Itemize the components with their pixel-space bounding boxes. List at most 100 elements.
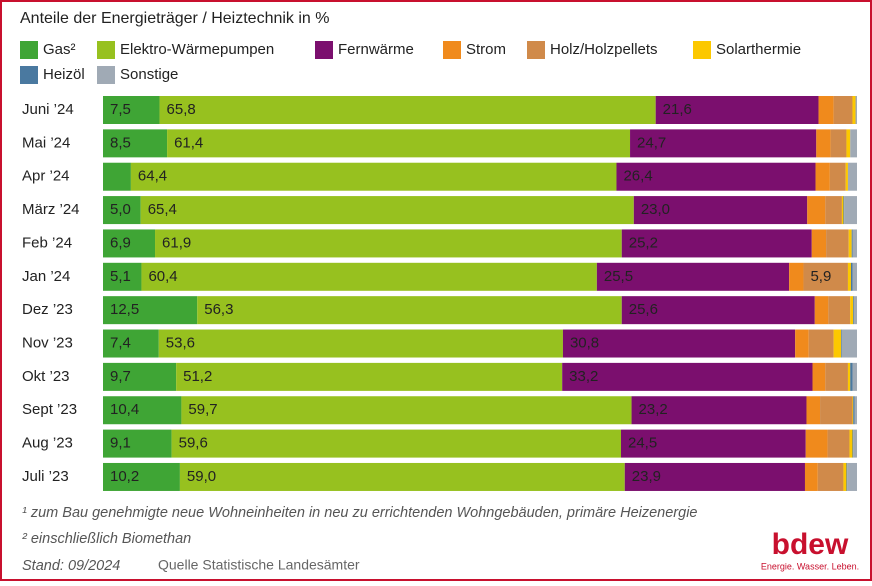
bar-segment bbox=[852, 429, 854, 458]
data-label: 59,0 bbox=[187, 468, 216, 485]
bar-segment bbox=[815, 162, 830, 191]
legend-swatch bbox=[97, 41, 115, 59]
bar-segment bbox=[811, 229, 827, 258]
y-tick-label: Sept ’23 bbox=[22, 401, 77, 418]
bar-segment bbox=[562, 362, 813, 391]
bar-segment bbox=[176, 362, 563, 391]
legend-label: Sonstige bbox=[120, 66, 178, 83]
bar-segment bbox=[103, 162, 131, 191]
bar-segment bbox=[795, 329, 809, 358]
legend-label: Elektro-Wärmepumpen bbox=[120, 41, 274, 58]
data-label: 7,5 bbox=[110, 101, 131, 118]
chart-title: Anteile der Energieträger / Heiztechnik … bbox=[20, 10, 330, 27]
bar-segment bbox=[140, 196, 634, 225]
data-label: 12,5 bbox=[110, 301, 139, 318]
bar-segment bbox=[848, 229, 852, 258]
bar-segment bbox=[197, 296, 622, 325]
bar-segment bbox=[847, 262, 851, 291]
y-tick-label: Aug ’23 bbox=[22, 435, 73, 452]
bar-segment bbox=[103, 296, 198, 325]
bar-segment bbox=[847, 462, 857, 491]
bar-segment bbox=[830, 129, 847, 158]
footnote: ² einschließlich Biomethan bbox=[22, 531, 191, 547]
y-tick-label: Feb ’24 bbox=[22, 234, 72, 251]
bar-segment bbox=[817, 462, 844, 491]
bar-segment bbox=[171, 429, 621, 458]
data-label: 24,5 bbox=[628, 435, 657, 452]
bar-segment bbox=[141, 262, 597, 291]
bar-segment bbox=[103, 329, 159, 358]
data-label: 5,1 bbox=[110, 268, 131, 285]
data-label: 26,4 bbox=[623, 168, 652, 185]
data-label: 10,2 bbox=[110, 468, 139, 485]
bar-segment bbox=[850, 362, 853, 391]
y-tick-label: Juni ’24 bbox=[22, 101, 74, 118]
legend-label: Gas² bbox=[43, 41, 76, 58]
y-tick-label: Dez ’23 bbox=[22, 301, 73, 318]
bar-segment bbox=[808, 329, 834, 358]
stand: Stand: 09/2024 bbox=[22, 558, 120, 574]
data-label: 53,6 bbox=[166, 334, 195, 351]
data-label: 5,9 bbox=[810, 268, 831, 285]
data-label: 64,4 bbox=[138, 168, 167, 185]
bar-segment bbox=[103, 262, 142, 291]
bar-segment bbox=[803, 262, 848, 291]
bar-segment bbox=[825, 362, 848, 391]
bar-segment bbox=[844, 196, 857, 225]
footnote: ¹ zum Bau genehmigte neue Wohneinheiten … bbox=[22, 505, 697, 521]
y-tick-label: März ’24 bbox=[22, 201, 80, 218]
bar-segment bbox=[130, 162, 617, 191]
bar-segment bbox=[807, 196, 826, 225]
bar-segment bbox=[820, 396, 853, 425]
bar-segment bbox=[616, 162, 816, 191]
bar-segment bbox=[843, 196, 845, 225]
data-label: 25,2 bbox=[629, 234, 658, 251]
bar-segment bbox=[853, 429, 857, 458]
legend-swatch bbox=[443, 41, 461, 59]
legend-label: Solarthermie bbox=[716, 41, 801, 58]
bar-segment bbox=[789, 262, 804, 291]
legend-swatch bbox=[693, 41, 711, 59]
y-tick-label: Mai ’24 bbox=[22, 134, 70, 151]
bar-segment bbox=[805, 429, 828, 458]
bar-segment bbox=[828, 296, 851, 325]
data-label: 8,5 bbox=[110, 134, 131, 151]
bar-segment bbox=[853, 296, 857, 325]
data-label: 9,1 bbox=[110, 435, 131, 452]
bar-segment bbox=[852, 96, 856, 124]
data-label: 65,4 bbox=[148, 201, 177, 218]
bar-segment bbox=[812, 362, 826, 391]
data-label: 23,2 bbox=[639, 401, 668, 418]
bar-segment bbox=[103, 462, 180, 491]
legend-label: Heizöl bbox=[43, 66, 85, 83]
bar-segment bbox=[596, 262, 790, 291]
bar-segment bbox=[833, 329, 842, 358]
bar-segment bbox=[852, 362, 857, 391]
bar-segment bbox=[621, 296, 815, 325]
bar-segment bbox=[630, 129, 817, 158]
bar-segment bbox=[825, 196, 842, 225]
bar-segment bbox=[631, 396, 807, 425]
bar-segment bbox=[849, 429, 853, 458]
bar-segment bbox=[850, 129, 857, 158]
data-label: 51,2 bbox=[183, 368, 212, 385]
data-label: 21,6 bbox=[663, 101, 692, 118]
legend-label: Holz/Holzpellets bbox=[550, 41, 658, 58]
bar-segment bbox=[845, 162, 848, 191]
bar-segment bbox=[853, 396, 855, 425]
bar-segment bbox=[167, 129, 631, 158]
data-label: 33,2 bbox=[569, 368, 598, 385]
legend-swatch bbox=[527, 41, 545, 59]
bar-segment bbox=[841, 329, 842, 358]
bar-segment bbox=[852, 262, 857, 291]
bar-segment bbox=[852, 396, 854, 425]
bar-segment bbox=[103, 429, 172, 458]
data-label: 5,0 bbox=[110, 201, 131, 218]
bar-segment bbox=[850, 262, 853, 291]
legend-swatch bbox=[97, 66, 115, 84]
data-label: 61,9 bbox=[162, 234, 191, 251]
data-label: 10,4 bbox=[110, 401, 139, 418]
bar-segment bbox=[841, 196, 844, 225]
bar-segment bbox=[818, 96, 834, 124]
